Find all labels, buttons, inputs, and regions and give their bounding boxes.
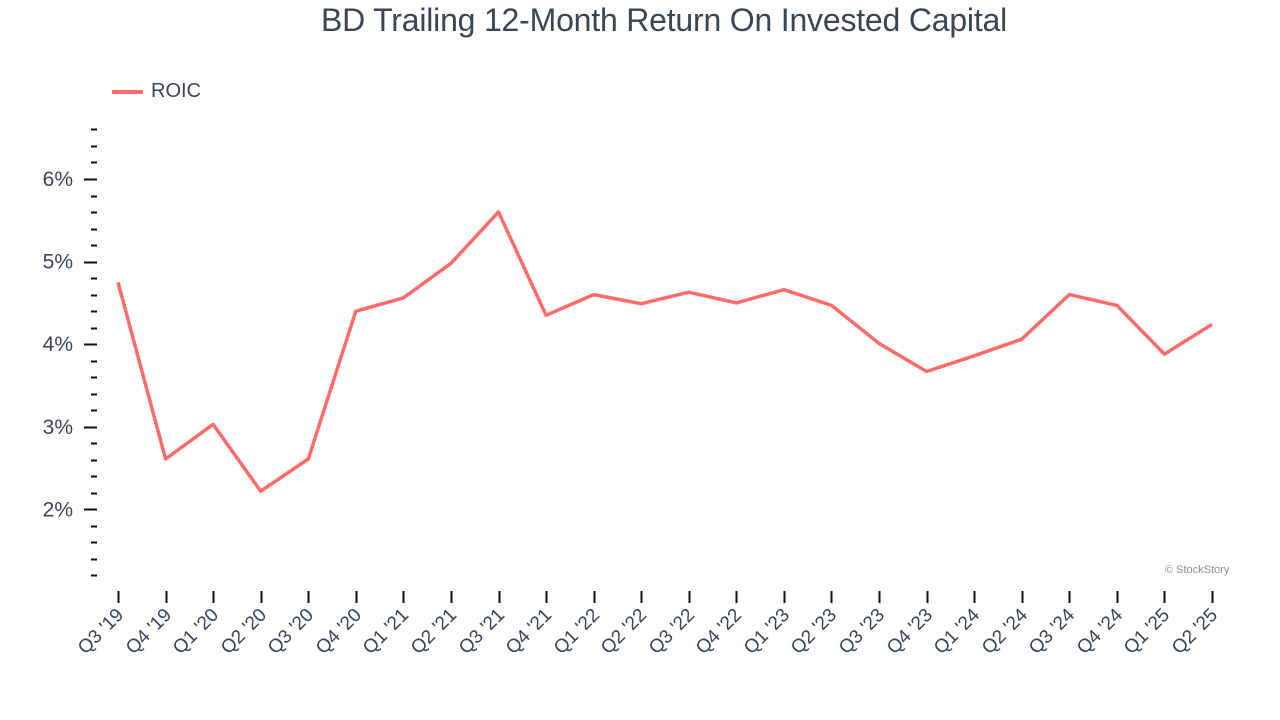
roic-line [116,210,1213,493]
x-tick-label: Q4 '22 [692,605,746,659]
x-tick-label: Q1 '24 [930,604,984,658]
legend-label-roic: ROIC [151,80,201,102]
x-tick-label: Q2 '23 [787,605,841,659]
x-tick-label: Q4 '20 [312,605,366,659]
x-tick-label: Q3 '22 [645,605,699,659]
x-tick-label: Q4 '23 [883,605,937,659]
x-tick-label: Q3 '21 [455,605,509,659]
x-tick-label: Q2 '25 [1168,605,1222,659]
x-tick-label: Q1 '25 [1120,605,1174,659]
x-tick-label: Q4 '19 [122,605,176,659]
x-tick-label: Q2 '20 [217,605,271,659]
y-tick-label: 6% [43,168,73,191]
watermark: © StockStory [1165,564,1230,576]
x-tick-label: Q1 '21 [359,605,413,659]
chart-title: BD Trailing 12-Month Return On Invested … [320,2,1008,38]
x-tick-label: Q4 '24 [1073,604,1127,658]
x-tick-label: Q3 '24 [1025,604,1079,658]
y-tick-label: 4% [43,333,73,356]
x-tick-label: Q4 '21 [502,605,556,659]
x-tick-label: Q1 '22 [550,605,604,659]
y-tick-label: 2% [43,498,73,521]
x-tick-label: Q3 '23 [835,605,889,659]
y-tick-label: 5% [43,251,73,274]
legend-swatch-roic [112,89,143,94]
x-tick-label: Q1 '23 [740,605,794,659]
x-tick-label: Q2 '22 [597,605,651,659]
y-axis: 2% 3% 4% 5% 6% [43,128,97,577]
x-tick-label: Q2 '24 [978,604,1032,658]
x-tick-label: Q3 '20 [264,605,318,659]
x-tick-label: Q1 '20 [169,605,223,659]
x-tick-label: Q3 '19 [74,605,128,659]
legend: ROIC [112,80,201,103]
y-tick-label: 3% [43,416,73,439]
x-tick-label: Q2 '21 [407,605,461,659]
